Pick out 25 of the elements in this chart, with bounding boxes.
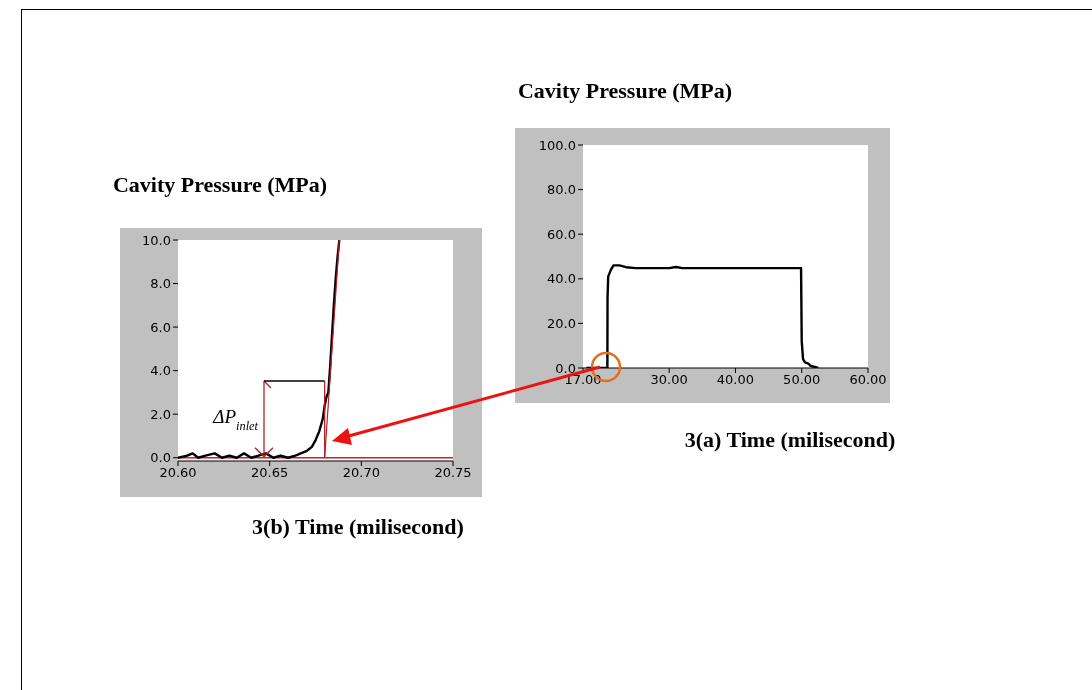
x-tick-label: 60.00 — [849, 372, 887, 388]
y-tick-label: 4.0 — [150, 363, 171, 379]
chart-title: Cavity Pressure (MPa) — [111, 172, 329, 198]
x-tick-label: 50.00 — [783, 372, 821, 388]
y-tick-label: 8.0 — [150, 276, 171, 292]
x-tick-label: 30.00 — [650, 372, 688, 388]
x-axis-title: 3(a) Time (milisecond) — [683, 427, 897, 453]
x-axis-title: 3(b) Time (milisecond) — [251, 514, 465, 540]
x-tick-label: 40.00 — [716, 372, 755, 388]
x-tick-label: 20.65 — [251, 465, 289, 481]
x-tick-label: 20.60 — [159, 465, 197, 481]
y-tick-label: 100.0 — [538, 137, 576, 153]
y-tick-label: 6.0 — [150, 319, 171, 335]
x-tick-label: 20.70 — [342, 465, 380, 481]
y-tick-label: 0.0 — [150, 450, 171, 466]
y-tick-label: 10.0 — [142, 232, 171, 248]
x-tick-label: 20.75 — [434, 465, 472, 481]
y-tick-label: 60.0 — [547, 226, 576, 242]
chart-title: Cavity Pressure (MPa) — [516, 78, 734, 104]
y-tick-label: 2.0 — [150, 406, 171, 422]
y-tick-label: 20.0 — [547, 316, 576, 332]
y-tick-label: 40.0 — [547, 271, 576, 287]
y-tick-label: 0.0 — [555, 360, 576, 376]
annotation: ΔP$_{inlet}$ — [212, 406, 259, 433]
y-tick-label: 80.0 — [547, 182, 576, 198]
